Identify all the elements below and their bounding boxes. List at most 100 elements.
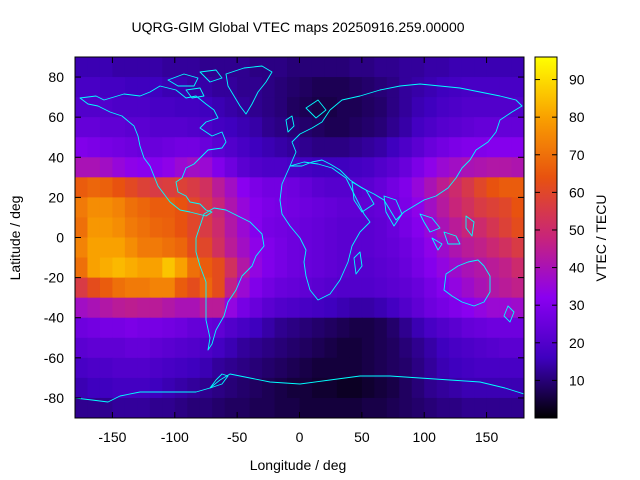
- vtec-cell: [249, 237, 263, 259]
- vtec-cell: [149, 317, 163, 339]
- vtec-cell: [262, 297, 276, 319]
- vtec-cell: [386, 57, 400, 78]
- colorbar-tick-label: 80: [569, 109, 585, 125]
- vtec-cell: [112, 57, 126, 78]
- vtec-cell: [212, 77, 226, 98]
- vtec-cell: [174, 317, 188, 339]
- vtec-cell: [224, 397, 238, 418]
- vtec-cell: [99, 337, 114, 359]
- vtec-cell: [199, 77, 213, 98]
- vtec-cell: [262, 77, 276, 98]
- vtec-cell: [486, 57, 500, 78]
- vtec-cell: [411, 377, 425, 399]
- vtec-cell: [187, 217, 201, 239]
- vtec-cell: [187, 117, 201, 138]
- vtec-cell: [162, 117, 176, 138]
- vtec-cell: [486, 337, 500, 359]
- vtec-cell: [411, 397, 425, 418]
- vtec-cell: [149, 257, 163, 279]
- vtec-cell: [386, 397, 400, 418]
- vtec-cell: [324, 357, 338, 379]
- vtec-cell: [361, 97, 375, 118]
- vtec-cell: [212, 277, 226, 299]
- vtec-cell: [411, 117, 425, 138]
- vtec-cell: [311, 77, 326, 98]
- vtec-cell: [224, 137, 238, 158]
- vtec-cell: [75, 217, 89, 239]
- vtec-cell: [99, 177, 114, 198]
- vtec-cell: [474, 297, 488, 319]
- vtec-cell: [511, 237, 524, 259]
- vtec-cell: [274, 317, 288, 339]
- colorbar-tick-label: 90: [569, 72, 585, 88]
- vtec-cell: [499, 97, 513, 118]
- vtec-cell: [374, 217, 388, 239]
- vtec-cell: [149, 77, 163, 98]
- vtec-cell: [349, 77, 363, 98]
- vtec-cell: [324, 397, 338, 418]
- vtec-cell: [262, 157, 276, 178]
- vtec-cell: [249, 337, 263, 359]
- vtec-cell: [75, 97, 89, 118]
- vtec-cell: [149, 357, 163, 379]
- vtec-cell: [399, 377, 413, 399]
- vtec-cell: [237, 337, 251, 359]
- vtec-cell: [386, 277, 400, 299]
- vtec-cell: [149, 137, 163, 158]
- vtec-cell: [137, 277, 151, 299]
- vtec-cell: [449, 117, 463, 138]
- vtec-cell: [174, 97, 188, 118]
- vtec-cell: [287, 117, 301, 138]
- vtec-cell: [224, 197, 238, 219]
- vtec-cell: [324, 77, 338, 98]
- vtec-cell: [87, 237, 101, 259]
- vtec-cell: [249, 137, 263, 158]
- vtec-cell: [87, 297, 101, 319]
- vtec-cell: [324, 317, 338, 339]
- vtec-cell: [237, 257, 251, 279]
- vtec-cell: [474, 317, 488, 339]
- vtec-cell: [149, 337, 163, 359]
- vtec-cell: [474, 357, 488, 379]
- vtec-cell: [324, 137, 338, 158]
- vtec-cell: [237, 277, 251, 299]
- vtec-cell: [486, 237, 500, 259]
- vtec-cell: [224, 317, 238, 339]
- vtec-cell: [336, 257, 350, 279]
- vtec-cell: [87, 257, 101, 279]
- vtec-cell: [436, 117, 450, 138]
- vtec-cell: [324, 377, 338, 399]
- coastline-antarctica: [75, 373, 524, 418]
- vtec-cell: [162, 337, 176, 359]
- vtec-cell: [386, 137, 400, 158]
- vtec-cell: [212, 97, 226, 118]
- vtec-cell: [374, 357, 388, 379]
- vtec-cell: [336, 117, 350, 138]
- vtec-cell: [449, 397, 463, 418]
- coastline-south-asia: [351, 181, 403, 227]
- vtec-cell: [336, 177, 350, 198]
- vtec-cell: [249, 397, 263, 418]
- vtec-cell: [112, 397, 126, 418]
- vtec-cell: [424, 77, 438, 98]
- vtec-cell: [149, 157, 163, 178]
- vtec-cell: [274, 357, 288, 379]
- vtec-cell: [224, 97, 238, 118]
- vtec-cell: [411, 177, 425, 198]
- vtec-cell: [349, 217, 363, 239]
- vtec-cell: [436, 217, 450, 239]
- vtec-cell: [311, 237, 326, 259]
- vtec-cell: [499, 337, 513, 359]
- vtec-cell: [199, 157, 213, 178]
- vtec-cell: [99, 257, 114, 279]
- vtec-cell: [162, 277, 176, 299]
- vtec-cell: [511, 57, 524, 78]
- vtec-cell: [162, 157, 176, 178]
- vtec-cell: [137, 77, 151, 98]
- vtec-cell: [112, 137, 126, 158]
- vtec-cell: [336, 77, 350, 98]
- vtec-cell: [499, 257, 513, 279]
- y-tick-label: -60: [44, 350, 64, 366]
- vtec-cell: [361, 357, 375, 379]
- vtec-cell: [436, 157, 450, 178]
